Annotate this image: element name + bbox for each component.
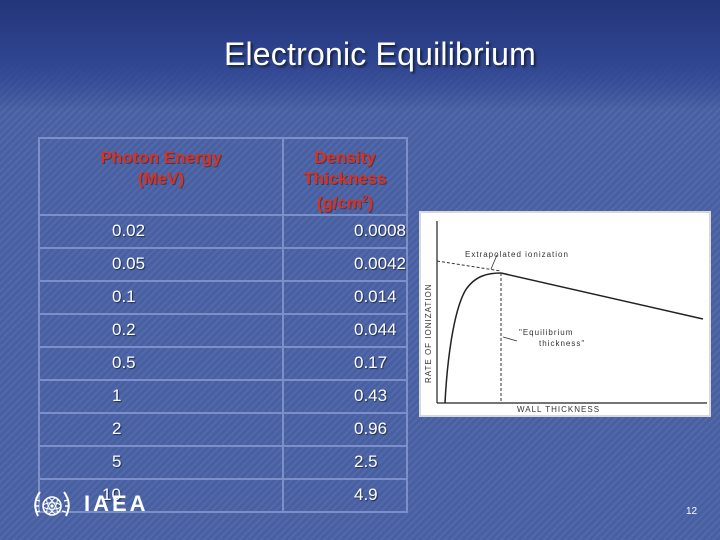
cell-energy: 2 (38, 411, 284, 447)
cell-energy: 0.02 (38, 213, 284, 249)
extrapolated-label: Extrapolated ionization (465, 250, 569, 259)
header-density-unit-sup: 2 (362, 194, 368, 205)
header-density-unit-suffix: ) (367, 193, 374, 213)
extrapolated-arrow (490, 254, 498, 270)
iaea-wordmark: IAEA (84, 491, 149, 516)
header-density-thickness-line1: Density Thickness (303, 148, 387, 188)
buildup-curve (444, 272, 502, 404)
cell-energy: 1 (38, 378, 284, 414)
cell-thickness: 0.044 (282, 312, 408, 348)
cell-energy: 0.2 (38, 312, 284, 348)
attenuation-line (500, 272, 704, 320)
table-row: 0.05 0.0042 (38, 246, 408, 282)
extrapolation-line (436, 260, 502, 272)
table-row: 1 0.43 (38, 378, 408, 414)
cell-thickness: 2.5 (282, 444, 408, 480)
equilibrium-label-2: thickness" (539, 339, 585, 348)
table-row: 10 4.9 (38, 477, 408, 513)
table-row: 2 0.96 (38, 411, 408, 447)
cell-energy: 0.1 (38, 279, 284, 315)
cell-energy: 0.05 (38, 246, 284, 282)
y-axis-label: RATE OF IONIZATION (424, 284, 433, 383)
page-number: 12 (686, 506, 698, 517)
table-row: 0.1 0.014 (38, 279, 408, 315)
cell-energy: 0.5 (38, 345, 284, 381)
data-table: Photon Energy (MeV) Density Thickness (g… (38, 137, 408, 513)
table-row: 5 2.5 (38, 444, 408, 480)
cell-thickness: 4.9 (282, 477, 408, 513)
cell-thickness: 0.17 (282, 345, 408, 381)
ionization-figure: Extrapolated ionization "Equilibrium thi… (419, 211, 711, 417)
header-density-unit-prefix: (g/cm (316, 193, 363, 213)
header-density-thickness: Density Thickness (g/cm2) (282, 137, 408, 216)
cell-thickness: 0.43 (282, 378, 408, 414)
cell-energy: 10 (38, 477, 284, 513)
x-axis-label: WALL THICKNESS (517, 405, 600, 414)
header-photon-energy: Photon Energy (MeV) (38, 137, 284, 216)
table-row: 0.5 0.17 (38, 345, 408, 381)
cell-thickness: 0.0008 (282, 213, 408, 249)
cell-energy: 5 (38, 444, 284, 480)
equilibrium-label-1: "Equilibrium (519, 328, 573, 337)
table-header-row: Photon Energy (MeV) Density Thickness (g… (38, 137, 408, 216)
slide-title: Electronic Equilibrium (223, 36, 537, 72)
table-row: 0.2 0.044 (38, 312, 408, 348)
iaea-logo-icon (34, 491, 70, 517)
title-band (0, 0, 720, 110)
header-photon-energy-unit: (MeV) (137, 169, 185, 188)
header-photon-energy-line1: Photon Energy (100, 148, 222, 167)
equilibrium-arrow (502, 336, 518, 342)
ionization-curve-svg: Extrapolated ionization "Equilibrium thi… (424, 221, 707, 414)
table-row: 0.02 0.0008 (38, 213, 408, 249)
cell-thickness: 0.0042 (282, 246, 408, 282)
cell-thickness: 0.96 (282, 411, 408, 447)
cell-thickness: 0.014 (282, 279, 408, 315)
